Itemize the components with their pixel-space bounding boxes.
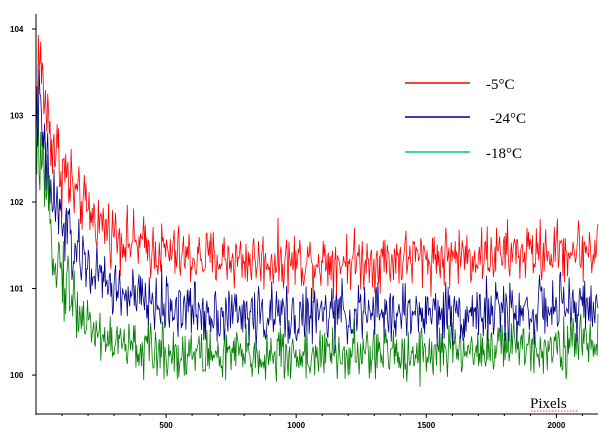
y-tick-label: 100 (10, 371, 24, 380)
legend-label-minus5: -5°C (486, 77, 515, 93)
x-tick-label: 1500 (417, 421, 435, 430)
series-line-minus5 (35, 34, 599, 300)
y-tick-label: 102 (10, 198, 24, 207)
x-tick-label: 500 (159, 421, 173, 430)
tick-layer: 100 101 102 103 104 500 1000 1500 2000 (10, 25, 583, 430)
x-axis-label: Pixels (530, 396, 567, 412)
x-tick-label: 2000 (547, 421, 565, 430)
legend-label-minus18: -18°C (486, 146, 522, 162)
x-tick-label: 1000 (287, 421, 305, 430)
series-line-minus24 (35, 64, 599, 354)
legend-label-minus24: -24°C (490, 111, 526, 127)
y-tick-label: 101 (10, 285, 24, 294)
y-tick-label: 103 (10, 112, 24, 121)
y-tick-label: 104 (10, 25, 24, 34)
series-line-minus18 (35, 94, 599, 387)
series-layer (35, 34, 599, 387)
legend: -5°C -24°C -18°C (405, 77, 526, 162)
